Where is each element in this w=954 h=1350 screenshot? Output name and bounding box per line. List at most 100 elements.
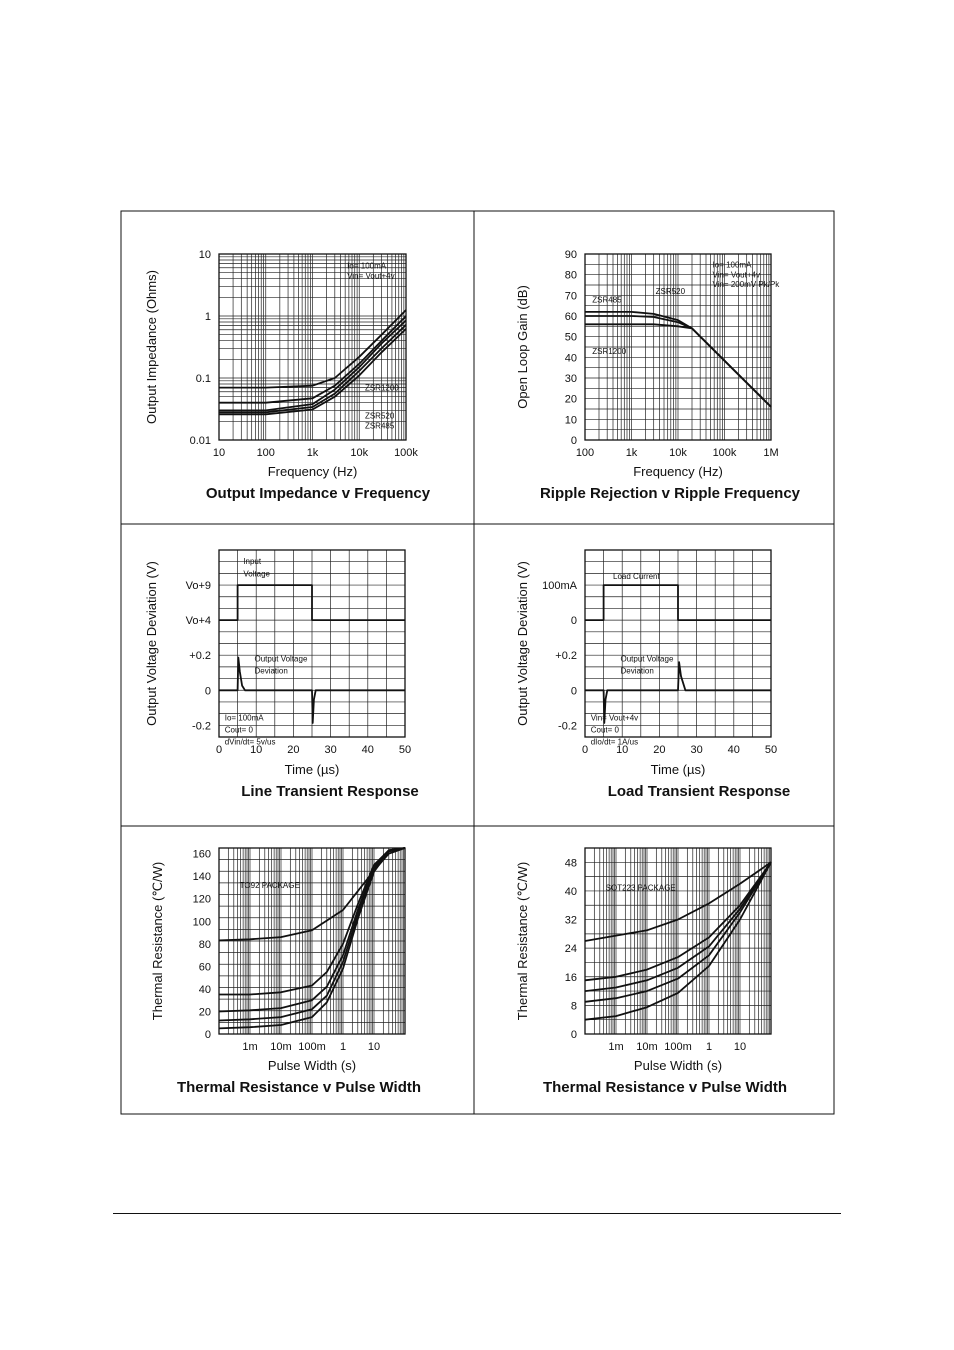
series-line-impedance-1 xyxy=(219,315,407,404)
x-tick-label: 1 xyxy=(706,1041,712,1053)
y-tick-label: 30 xyxy=(565,373,577,385)
chart-title: Thermal Resistance v Pulse Width xyxy=(543,1079,787,1096)
y-tick-label: 10 xyxy=(199,249,211,261)
annotation-label: TO92 PACKAGE xyxy=(240,881,300,890)
y-tick-label: 40 xyxy=(199,984,211,996)
x-tick-label: 10 xyxy=(616,744,628,756)
y-tick-label: -0.2 xyxy=(192,720,211,732)
series-line-thermal_to92-0 xyxy=(218,847,406,942)
x-tick-label: 50 xyxy=(765,744,777,756)
x-tick-label: 10m xyxy=(270,1041,291,1053)
x-tick-label: 1m xyxy=(242,1041,257,1053)
annotation-label: dIo/dt= 1A/us xyxy=(591,738,638,747)
x-axis-label: Pulse Width (s) xyxy=(268,1058,356,1073)
y-tick-label: 0 xyxy=(205,685,211,697)
series-line-impedance-2 xyxy=(219,319,407,412)
x-tick-label: 100 xyxy=(576,447,594,459)
annotation-label: ZSR520 xyxy=(656,287,686,296)
y-tick-label: 60 xyxy=(199,961,211,973)
x-tick-label: 1k xyxy=(626,447,638,459)
annotation-label: Io= 100mA xyxy=(347,262,387,271)
x-tick-label: 10 xyxy=(250,744,262,756)
plot-frame xyxy=(584,549,772,738)
y-axis-label: Output Voltage Deviation (V) xyxy=(144,561,159,726)
x-tick-label: 1M xyxy=(763,447,778,459)
y-tick-label: Vo+4 xyxy=(186,615,211,627)
x-tick-label: 10 xyxy=(213,447,225,459)
x-axis-label: Time (µs) xyxy=(285,762,340,777)
chart-title: Load Transient Response xyxy=(608,783,791,800)
y-tick-label: 40 xyxy=(565,886,577,898)
outer-frame xyxy=(120,210,835,1115)
gridlines xyxy=(218,847,405,1035)
annotation-label: SOT223 PACKAGE xyxy=(606,883,676,892)
chart-ripple: 100 1k 10k 100k 1M 0 10 20 30 40 50 60 70 80 90 Io= 100… xyxy=(515,249,801,502)
y-tick-label: Vo+9 xyxy=(186,580,211,592)
annotation-label: Cout= 0 xyxy=(591,726,620,735)
series-line-line_transient-1 xyxy=(219,656,405,724)
plot-frame xyxy=(584,253,772,441)
annotation-label: dVin/dt= 5v/us xyxy=(225,738,276,747)
gridlines xyxy=(584,847,771,1035)
y-tick-label: 60 xyxy=(565,311,577,323)
series-line-thermal_sot223-0 xyxy=(584,861,772,942)
y-tick-label: 0 xyxy=(571,1029,577,1041)
x-axis-label: Time (µs) xyxy=(651,762,706,777)
chart-title: Line Transient Response xyxy=(241,783,419,800)
annotation-label: ZSR1200 xyxy=(592,347,626,356)
x-tick-label: 20 xyxy=(653,744,665,756)
x-tick-label: 10k xyxy=(669,447,687,459)
x-tick-label: 10k xyxy=(350,447,368,459)
annotation-label: Output Voltage xyxy=(620,654,673,663)
y-tick-label: 160 xyxy=(193,849,211,861)
series-line-thermal_to92-4 xyxy=(218,847,406,1030)
x-tick-label: 10m xyxy=(636,1041,657,1053)
y-tick-label: 16 xyxy=(565,972,577,984)
chart-line_transient: 0 10 20 30 40 50 Vo+9 Vo+4 +0.2 0 -0.2 Input Voltage… xyxy=(144,549,419,800)
annotation-label: Vin= 200mV Pk/Pk xyxy=(713,280,781,289)
y-tick-label: 0 xyxy=(571,685,577,697)
y-tick-label: 0 xyxy=(205,1029,211,1041)
footer-rule xyxy=(113,1213,841,1214)
y-tick-label: 10 xyxy=(565,414,577,426)
y-tick-label: 0.01 xyxy=(190,435,211,447)
series-line-line_transient-0 xyxy=(219,584,405,621)
y-tick-label: 100mA xyxy=(542,580,578,592)
x-tick-label: 100m xyxy=(298,1041,326,1053)
annotation-label: Output Voltage xyxy=(254,654,307,663)
x-tick-label: 20 xyxy=(287,744,299,756)
y-tick-label: 0 xyxy=(571,615,577,627)
annotation-label: Cout= 0 xyxy=(225,726,254,735)
y-tick-label: 8 xyxy=(571,1000,577,1012)
series-line-impedance-0 xyxy=(219,309,407,389)
y-axis-label: Output Impedance (Ohms) xyxy=(144,270,159,424)
y-tick-label: 0 xyxy=(571,435,577,447)
y-tick-label: 32 xyxy=(565,915,577,927)
y-axis-label: Thermal Resistance (℃/W) xyxy=(150,862,165,1020)
series-line-thermal_sot223-3 xyxy=(584,861,772,1003)
chart-thermal_sot223: 1m 10m 100m 1 10 0 8 16 24 32 40 48 SOT223 PACKAGE Pu… xyxy=(515,847,787,1096)
x-tick-label: 50 xyxy=(399,744,411,756)
annotation-label: ZSR485 xyxy=(365,422,395,431)
y-tick-label: 40 xyxy=(565,352,577,364)
x-axis-label: Frequency (Hz) xyxy=(633,464,723,479)
x-tick-label: 100k xyxy=(713,447,737,459)
annotation-label: Vin= Vout+4v xyxy=(591,713,638,722)
y-tick-label: 120 xyxy=(193,894,211,906)
series-line-load_transient-0 xyxy=(585,584,771,621)
chart-title: Ripple Rejection v Ripple Frequency xyxy=(540,485,801,502)
series-line-thermal_sot223-2 xyxy=(584,861,772,992)
series-line-thermal_to92-2 xyxy=(218,847,406,1013)
x-tick-label: 30 xyxy=(690,744,702,756)
annotation-label: Load Current xyxy=(613,572,660,581)
x-tick-label: 0 xyxy=(216,744,222,756)
x-tick-label: 40 xyxy=(362,744,374,756)
annotation-label: Input xyxy=(243,557,262,566)
y-tick-label: 140 xyxy=(193,871,211,883)
y-tick-label: 80 xyxy=(565,270,577,282)
annotation-label: ZSR1200 xyxy=(365,384,399,393)
x-tick-label: 100 xyxy=(257,447,275,459)
x-tick-label: 100m xyxy=(664,1041,692,1053)
